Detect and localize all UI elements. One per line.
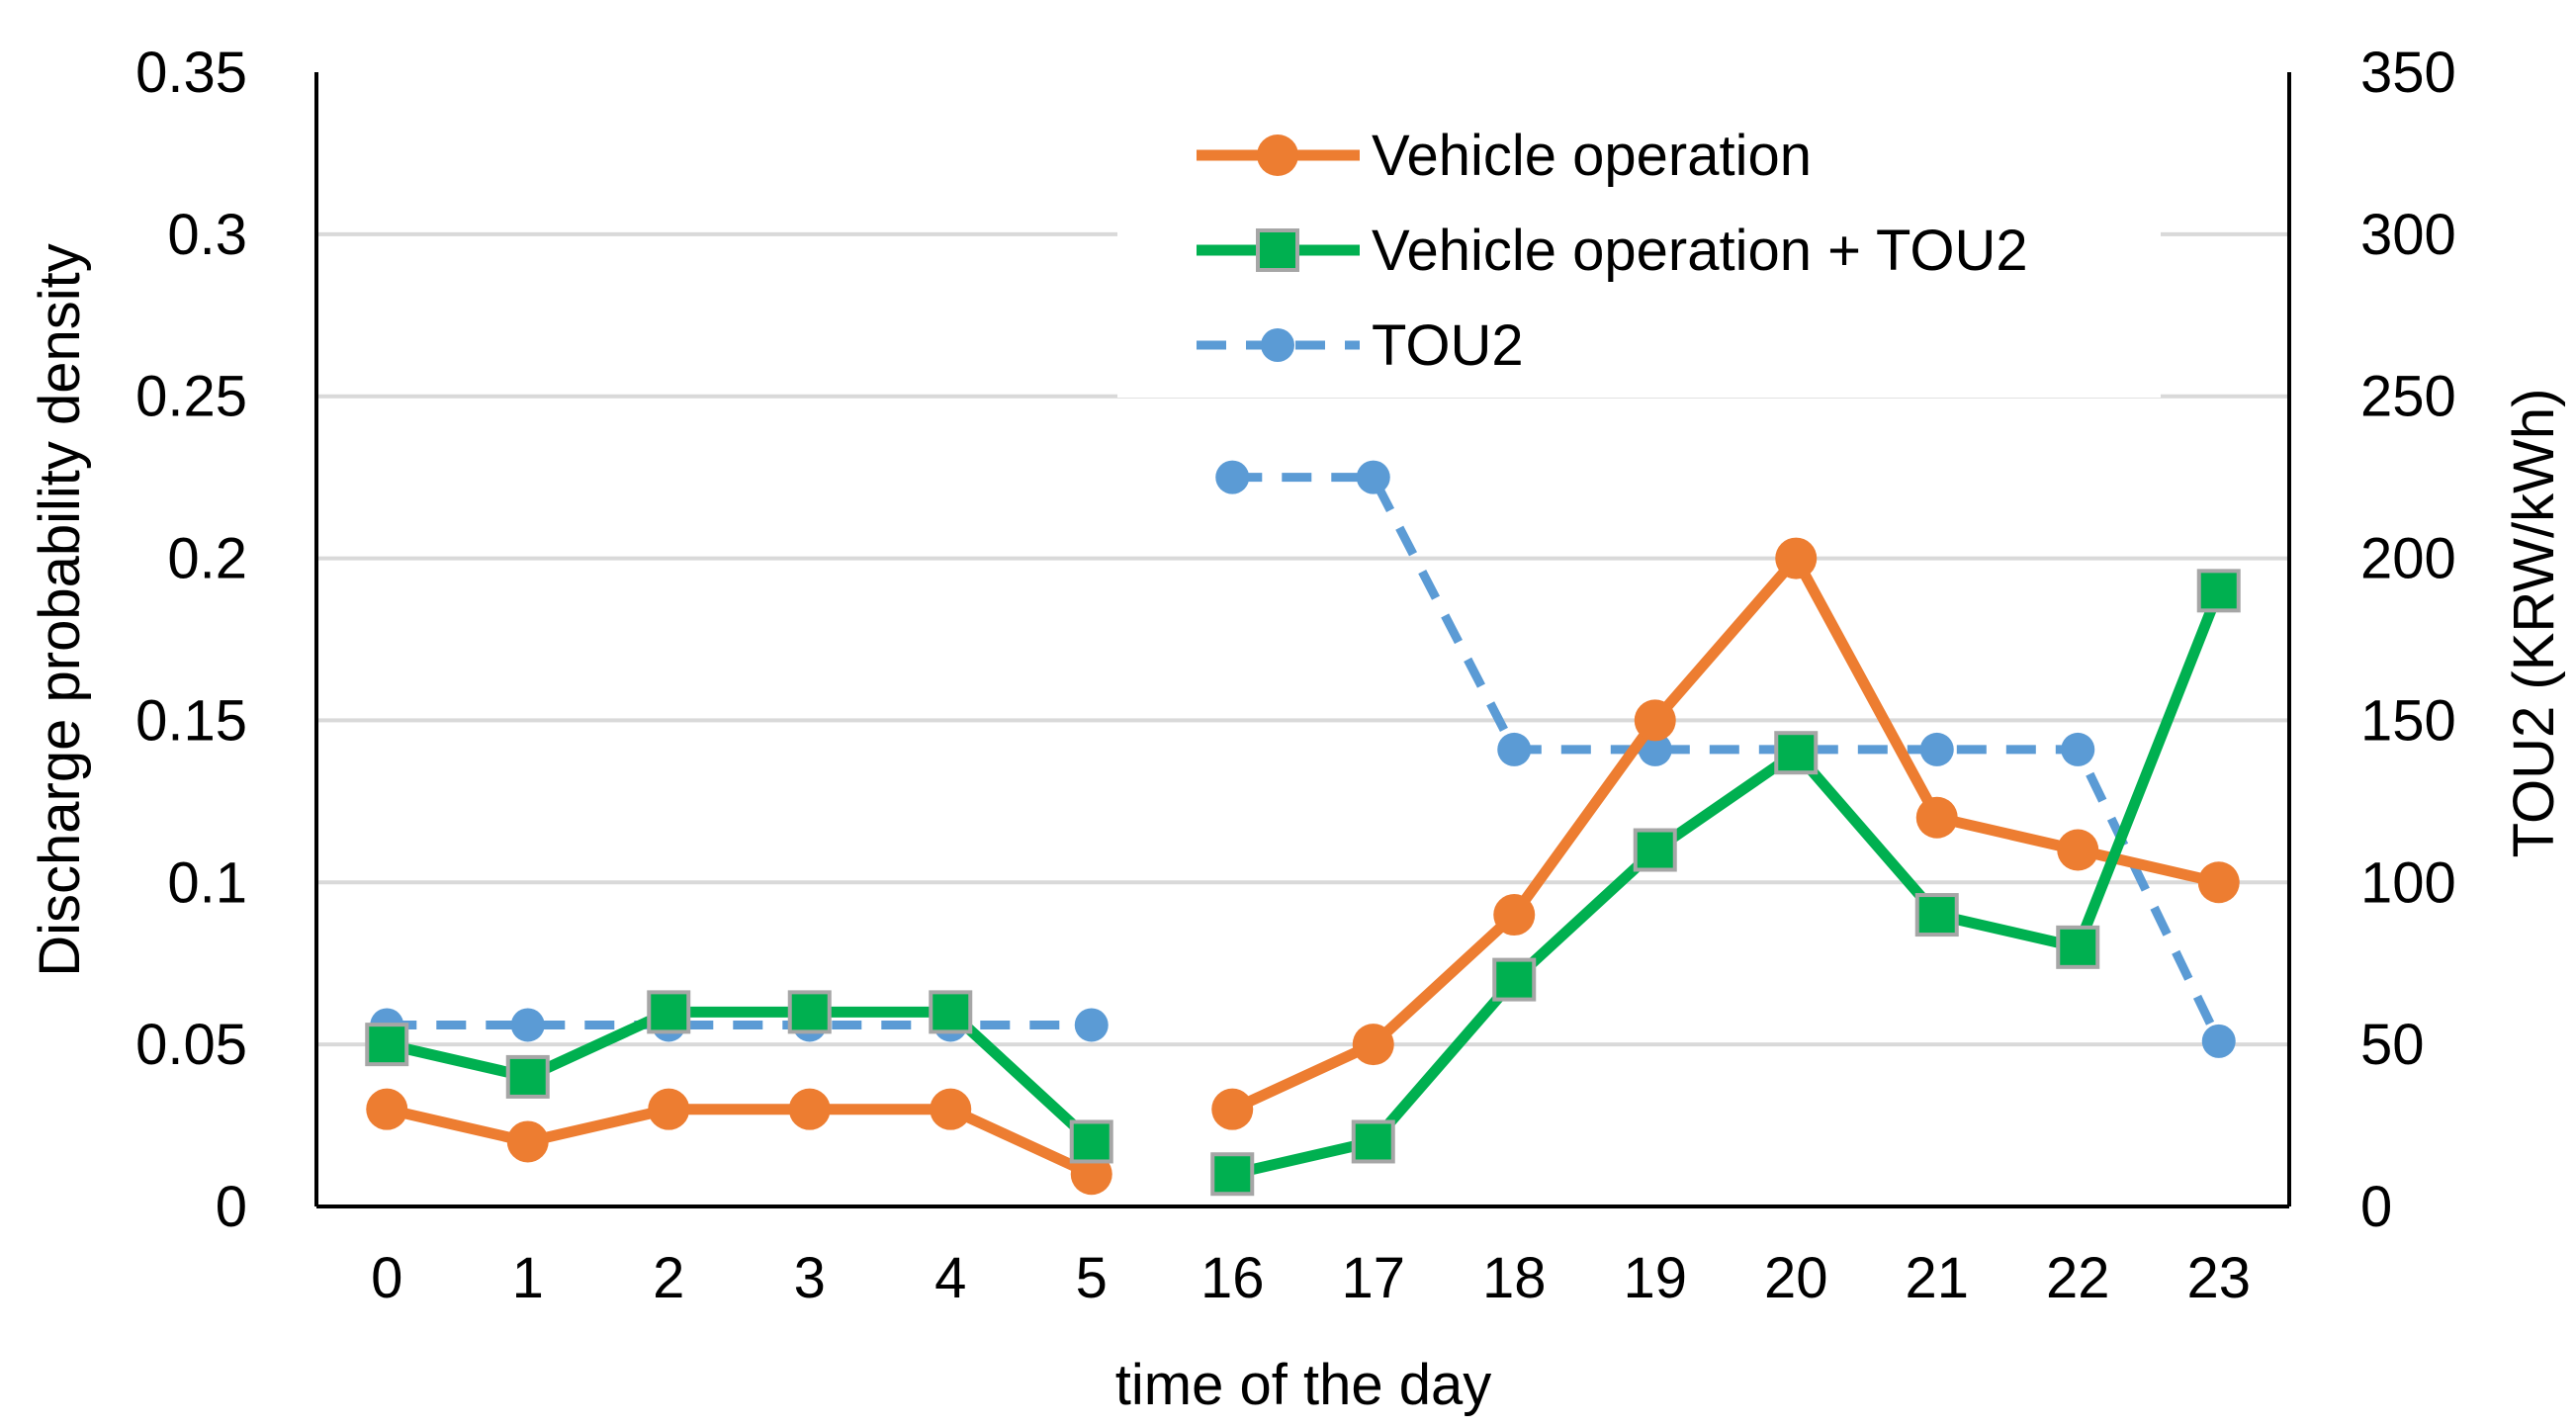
data-point bbox=[505, 1054, 550, 1099]
legend: Vehicle operation Vehicle operation + TOU… bbox=[1117, 111, 2161, 398]
data-point bbox=[1493, 894, 1536, 937]
x-axis-title: time of the day bbox=[1115, 1353, 1491, 1417]
y2-tick-label: 350 bbox=[2360, 41, 2456, 105]
data-point bbox=[1351, 1119, 1395, 1164]
x-tick-label: 18 bbox=[1482, 1246, 1547, 1310]
data-point bbox=[2061, 732, 2095, 766]
series-line bbox=[386, 1006, 1096, 1146]
y-axis-ticks: 0 0.05 0.1 0.15 0.2 0.25 0.3 0.35 bbox=[135, 41, 247, 1239]
data-point bbox=[1915, 796, 1958, 839]
data-point bbox=[1914, 893, 1959, 937]
y-tick-label: 0.25 bbox=[135, 365, 247, 429]
y2-axis-ticks: 0 50 100 150 200 250 300 350 bbox=[2360, 41, 2456, 1239]
x-tick-label: 4 bbox=[934, 1246, 966, 1310]
data-point bbox=[930, 1088, 972, 1130]
y-tick-label: 0.35 bbox=[135, 41, 247, 105]
series-line bbox=[1232, 473, 2223, 1043]
y-axis-title: Discharge probability density bbox=[28, 243, 92, 976]
x-tick-label: 5 bbox=[1076, 1246, 1108, 1310]
y-tick-label: 0.3 bbox=[167, 203, 247, 267]
data-point bbox=[647, 990, 691, 1034]
data-point bbox=[1074, 1008, 1109, 1042]
y2-axis-title: TOU2 (KRW/kWh) bbox=[2502, 389, 2566, 858]
data-point bbox=[2057, 829, 2099, 871]
data-point bbox=[1497, 732, 1532, 766]
x-tick-label: 2 bbox=[653, 1246, 684, 1310]
data-point bbox=[1069, 1119, 1113, 1164]
y2-tick-label: 200 bbox=[2360, 527, 2456, 591]
legend-label: Vehicle operation bbox=[1372, 124, 1812, 188]
y2-tick-label: 150 bbox=[2360, 688, 2456, 753]
x-tick-label: 17 bbox=[1341, 1246, 1405, 1310]
x-tick-label: 19 bbox=[1623, 1246, 1687, 1310]
y-tick-label: 0 bbox=[216, 1175, 247, 1239]
data-point bbox=[1215, 460, 1250, 494]
series-vehicle-operation bbox=[366, 537, 2240, 1196]
x-tick-label: 16 bbox=[1200, 1246, 1265, 1310]
data-point bbox=[1633, 828, 1677, 872]
y2-tick-label: 300 bbox=[2360, 203, 2456, 267]
x-tick-label: 21 bbox=[1905, 1246, 1969, 1310]
data-point bbox=[2201, 1024, 2236, 1058]
data-point bbox=[1211, 1088, 1254, 1130]
x-tick-label: 20 bbox=[1764, 1246, 1828, 1310]
series-line bbox=[1230, 553, 2221, 1115]
series-layer bbox=[365, 460, 2241, 1197]
axes bbox=[314, 72, 2291, 1208]
series-line bbox=[386, 1104, 1095, 1180]
legend-marker bbox=[1256, 228, 1299, 272]
data-point bbox=[2196, 569, 2241, 613]
y-tick-label: 0.15 bbox=[135, 688, 247, 753]
series-line bbox=[1231, 588, 2224, 1180]
y-tick-label: 0.1 bbox=[167, 850, 247, 915]
data-point bbox=[788, 1088, 831, 1130]
x-tick-label: 23 bbox=[2186, 1246, 2251, 1310]
data-point bbox=[1634, 699, 1676, 742]
data-point bbox=[506, 1120, 549, 1163]
legend-marker bbox=[1257, 134, 1298, 176]
y2-tick-label: 100 bbox=[2360, 850, 2456, 915]
data-point bbox=[510, 1008, 545, 1042]
data-point bbox=[1775, 537, 1818, 580]
data-point bbox=[787, 990, 832, 1034]
x-tick-label: 22 bbox=[2046, 1246, 2110, 1310]
data-point bbox=[366, 1088, 408, 1130]
legend-marker bbox=[1261, 328, 1294, 362]
data-point bbox=[1356, 460, 1390, 494]
y2-tick-label: 50 bbox=[2360, 1013, 2425, 1077]
data-point bbox=[2056, 925, 2100, 969]
data-point bbox=[365, 1023, 409, 1067]
data-point bbox=[1774, 731, 1819, 775]
legend-label: TOU2 bbox=[1372, 313, 1524, 378]
data-point bbox=[2197, 861, 2240, 904]
x-tick-label: 0 bbox=[371, 1246, 402, 1310]
y2-tick-label: 250 bbox=[2360, 365, 2456, 429]
legend-label: Vehicle operation + TOU2 bbox=[1372, 219, 2028, 283]
data-point bbox=[1210, 1152, 1255, 1197]
x-tick-label: 1 bbox=[512, 1246, 544, 1310]
data-point bbox=[929, 990, 973, 1034]
y-tick-label: 0.2 bbox=[167, 527, 247, 591]
data-point bbox=[648, 1088, 690, 1130]
x-tick-label: 3 bbox=[794, 1246, 826, 1310]
y2-tick-label: 0 bbox=[2360, 1175, 2392, 1239]
data-point bbox=[1919, 732, 1954, 766]
data-point bbox=[1492, 957, 1537, 1002]
data-point bbox=[1070, 1153, 1112, 1196]
y-tick-label: 0.05 bbox=[135, 1013, 247, 1077]
series-vehicle-operation-tou2 bbox=[365, 569, 2241, 1197]
x-axis-ticks: 0 1 2 3 4 5 16 17 18 19 20 21 22 23 bbox=[371, 1246, 2251, 1310]
data-point bbox=[1352, 1024, 1394, 1066]
